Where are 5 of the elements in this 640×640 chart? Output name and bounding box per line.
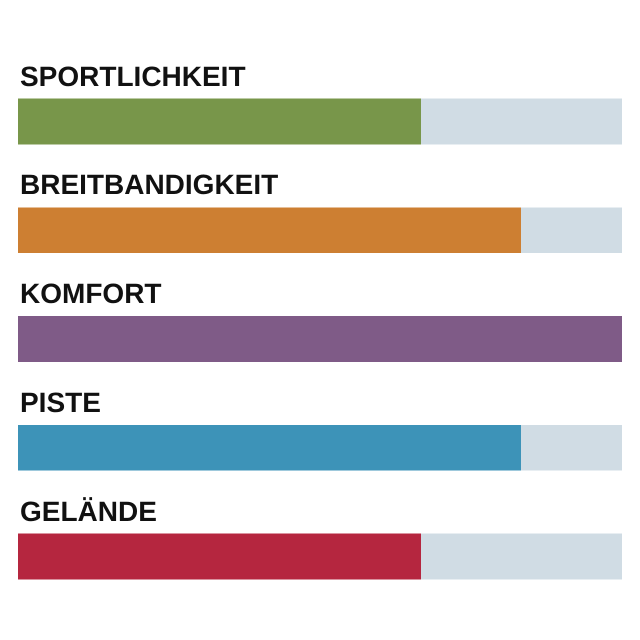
y-tick-label: GELÄNDE <box>20 496 157 527</box>
y-tick-label: BREITBANDIGKEIT <box>20 169 278 200</box>
y-tick-label: PISTE <box>20 387 101 418</box>
y-tick-label: KOMFORT <box>20 278 162 309</box>
y-tick-label: SPORTLICHKEIT <box>20 61 246 92</box>
